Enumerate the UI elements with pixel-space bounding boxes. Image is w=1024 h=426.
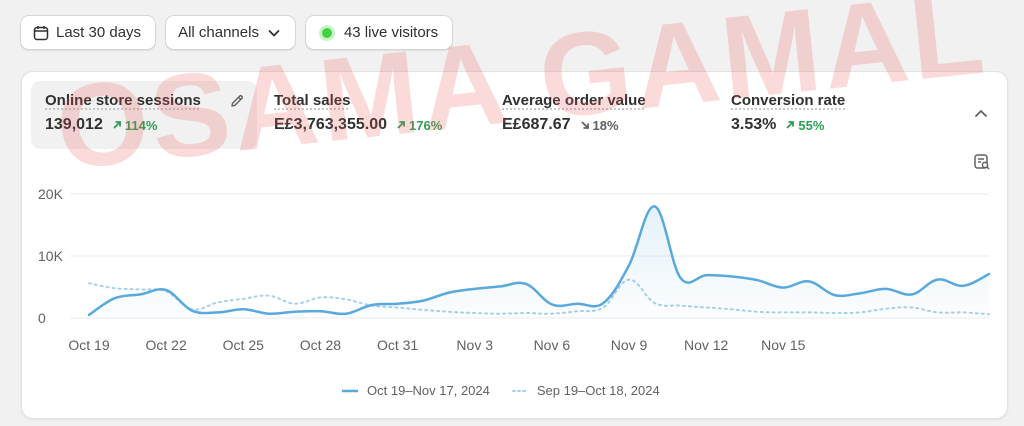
arrow-up-right-icon <box>397 121 405 129</box>
metric-online-store-sessions[interactable]: Online store sessions 139,012 114% <box>31 81 257 149</box>
metric-label: Average order value <box>502 92 646 109</box>
metric-label: Conversion rate <box>731 92 846 109</box>
legend-item-current-period[interactable]: Oct 19–Nov 17, 2024 <box>342 383 490 398</box>
metric-value: E£3,763,355.00 <box>274 116 387 133</box>
metric-delta-value: 114% <box>124 117 158 133</box>
legend-label: Sep 19–Oct 18, 2024 <box>536 383 660 398</box>
arrow-down-right-icon <box>580 121 589 129</box>
x-tick-label: Oct 22 <box>146 337 187 353</box>
live-dot-icon <box>321 27 332 38</box>
x-tick-label: Oct 19 <box>68 337 109 353</box>
metric-delta-value: 18% <box>592 117 619 133</box>
legend-swatch-solid <box>342 389 358 392</box>
x-tick-label: Oct 28 <box>300 337 341 353</box>
metric-delta: 114% <box>112 117 158 133</box>
metric-total-sales[interactable]: Total sales E£3,763,355.00 176% <box>260 81 480 149</box>
analytics-card: Online store sessions 139,012 114% Total… <box>21 71 1008 419</box>
legend-label: Oct 19–Nov 17, 2024 <box>367 383 490 398</box>
metric-label: Online store sessions <box>45 92 201 109</box>
metric-value: E£687.67 <box>502 116 571 133</box>
channels-dropdown[interactable]: All channels <box>165 15 296 50</box>
x-tick-label: Nov 9 <box>611 337 648 353</box>
arrow-up-right-icon <box>113 121 121 129</box>
x-tick-label: Nov 3 <box>456 337 493 353</box>
x-tick-label: Oct 25 <box>223 337 264 353</box>
metric-delta-value: 176% <box>409 117 443 133</box>
calendar-icon <box>33 25 49 41</box>
metric-delta: 176% <box>396 118 442 133</box>
metric-delta: 55% <box>785 118 824 133</box>
legend-swatch-dotted <box>511 389 528 392</box>
metric-value: 3.53% <box>731 116 777 133</box>
y-tick-label: 20K <box>38 186 64 202</box>
y-tick-label: 0 <box>38 310 46 326</box>
chart-settings-icon[interactable] <box>973 153 991 176</box>
metric-average-order-value[interactable]: Average order value E£687.67 18% <box>488 81 708 149</box>
x-tick-label: Nov 6 <box>534 337 571 353</box>
channels-label: All channels <box>178 24 259 41</box>
x-tick-label: Oct 31 <box>377 337 418 353</box>
arrow-up-right-icon <box>786 121 795 129</box>
metric-delta: 18% <box>580 118 619 133</box>
series-area-current-period <box>89 206 989 318</box>
metric-conversion-rate[interactable]: Conversion rate 3.53% 55% <box>717 81 937 149</box>
x-tick-label: Nov 15 <box>761 337 806 353</box>
sessions-chart: 0 10K 20K Oct 19 Oct 22 Oct 25 Oct 28 Oct 31 No… <box>38 186 991 353</box>
y-tick-label: 10K <box>38 248 64 264</box>
report-toolbar: Last 30 days All channels 43 live visito… <box>20 15 454 50</box>
date-range-label: Last 30 days <box>56 24 142 41</box>
chart-legend: Oct 19–Nov 17, 2024 Sep 19–Oct 18, 2024 <box>342 383 682 398</box>
live-visitors-label: 43 live visitors <box>343 24 439 41</box>
collapse-chevron-up-icon[interactable] <box>972 105 990 128</box>
series-line-current-period <box>87 205 991 317</box>
metric-value: 139,012 <box>45 116 103 133</box>
chevron-down-icon <box>267 26 281 40</box>
metric-delta-value: 55% <box>798 117 825 133</box>
x-tick-label: Nov 12 <box>684 337 729 353</box>
metric-label: Total sales <box>274 92 351 109</box>
date-range-button[interactable]: Last 30 days <box>20 15 157 50</box>
live-visitors-button[interactable]: 43 live visitors <box>304 15 454 50</box>
edit-metric-icon[interactable] <box>229 93 245 114</box>
legend-item-previous-period[interactable]: Sep 19–Oct 18, 2024 <box>511 383 660 398</box>
